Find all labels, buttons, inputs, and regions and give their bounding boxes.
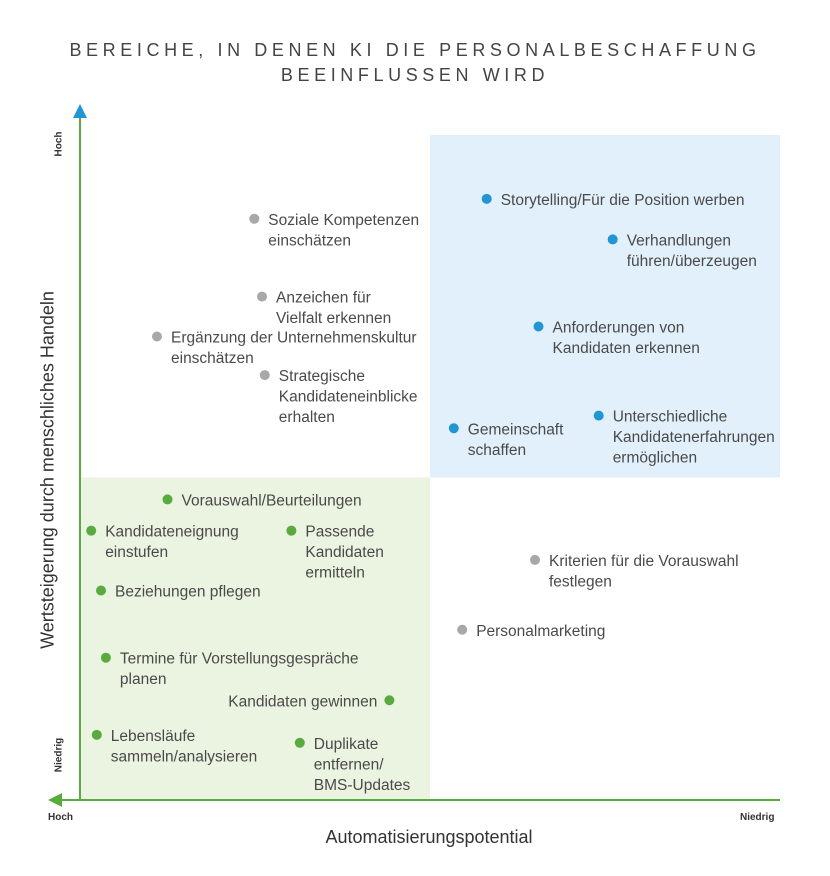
data-point-label: Duplikate entfernen/BMS-Updates <box>314 736 411 794</box>
data-point <box>257 291 267 302</box>
data-point-label: Storytelling/Für die Position werben <box>501 192 745 209</box>
data-point <box>286 525 297 536</box>
data-point <box>607 234 618 245</box>
data-point <box>91 729 102 740</box>
x-axis-arrow <box>48 793 62 807</box>
data-point-label: Kandidaten gewinnen <box>228 693 377 710</box>
data-point <box>530 554 540 565</box>
data-point <box>294 737 305 748</box>
data-point <box>100 652 111 663</box>
x-axis-low-label: Niedrig <box>740 812 775 823</box>
data-point-label: Verhandlungen führen/überzeugen <box>627 232 757 270</box>
x-axis-high-label: Hoch <box>48 812 73 823</box>
data-point <box>249 213 260 224</box>
data-point-label: Lebensläufe sammeln/analysieren <box>111 728 257 766</box>
data-point-label: Soziale Kompetenzen einschätzen <box>268 212 419 250</box>
data-point-label: Vorauswahl/Beurteilungen <box>182 492 362 509</box>
data-point <box>448 423 459 434</box>
data-point <box>86 525 97 536</box>
chart-title-line-1: BEREICHE, IN DENEN KI DIE PERSONALBESCHA… <box>69 40 761 60</box>
data-point-label: Passende Kandidaten ermitteln <box>305 524 383 582</box>
data-point <box>162 494 173 505</box>
data-point <box>259 370 270 381</box>
data-point <box>384 695 395 706</box>
blue-quadrant <box>430 135 780 478</box>
green-quadrant <box>80 477 430 800</box>
data-point <box>152 331 162 342</box>
data-point-label: Kriterien für die Vorauswahl festlegen <box>549 553 739 591</box>
x-axis-label: Automatisierungspotential <box>325 827 533 847</box>
data-point-label: Strategische Kandidateneinblicke erhalten <box>279 368 418 426</box>
data-point-label: Anzeichen für Vielfalt erkennen <box>276 290 391 328</box>
data-point-label: Ergänzung der Unternehmenskultur einschät… <box>171 329 417 367</box>
data-point <box>533 321 544 332</box>
y-axis-arrow <box>73 104 87 118</box>
data-point-label: Gemeinschaft schaffen <box>468 421 564 459</box>
data-point-label: Personalmarketing <box>476 623 605 640</box>
data-point-label: Termine für Vorstellungsgespräche planen <box>120 651 359 689</box>
data-point-label: Unterschiedliche Kandidatenerfahrungen erm… <box>613 409 775 467</box>
data-point-label: Anforderungen von Kandidaten erkennen <box>553 320 700 358</box>
data-point-label: Kandidateneignung einstufen <box>105 524 239 562</box>
data-point <box>481 193 492 204</box>
data-point <box>96 585 106 596</box>
data-point <box>457 624 468 635</box>
data-point <box>593 410 604 421</box>
chart-title-line-2: BEEINFLUSSEN WIRD <box>280 65 550 85</box>
data-point-label: Beziehungen pflegen <box>115 584 261 601</box>
